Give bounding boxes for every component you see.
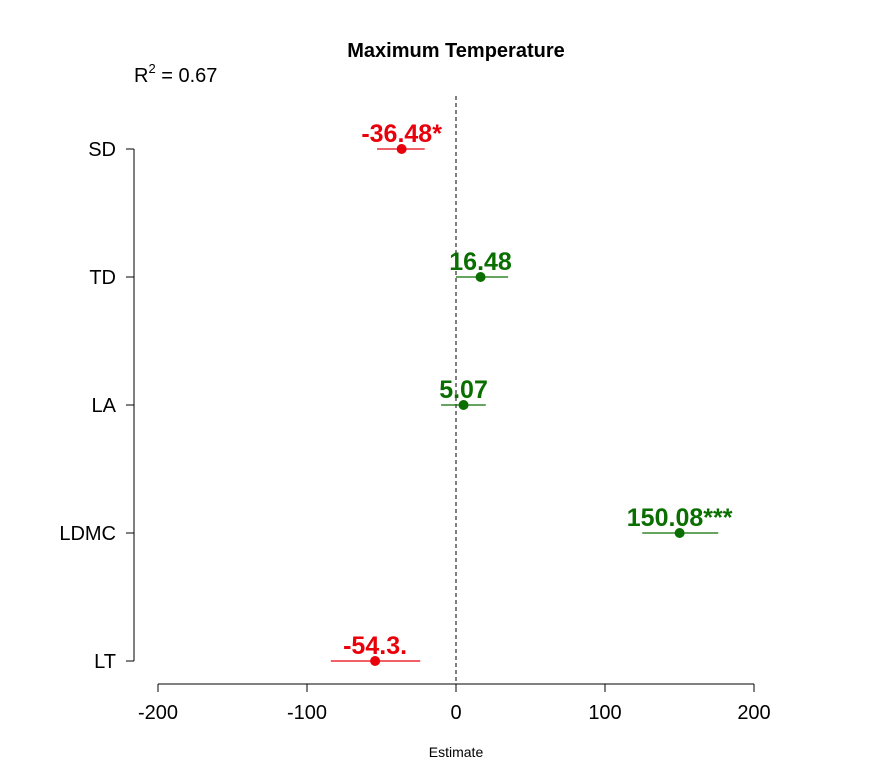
r-squared-superscript: 2 (148, 61, 155, 76)
y-tick-label-la: LA (92, 395, 117, 417)
y-tick-label-td: TD (89, 267, 116, 289)
y-tick-label-lt: LT (94, 651, 116, 673)
plot-area: SD TD LA LDMC LT -200 -100 0 100 200 -36.48* 16.48 5… (59, 96, 771, 724)
x-tick-label: 100 (588, 702, 621, 724)
estimate-label-td: 16.48 (449, 248, 512, 276)
x-tick-label: 200 (737, 702, 770, 724)
r-squared-annotation: R2 = 0.67 (134, 61, 217, 87)
y-tick-label-ldmc: LDMC (59, 523, 116, 545)
x-tick-label: -100 (287, 702, 327, 724)
estimate-label-ldmc: 150.08*** (627, 504, 733, 532)
estimate-label-lt: -54.3. (343, 632, 407, 660)
x-tick-label: -200 (138, 702, 178, 724)
chart-title: Maximum Temperature (347, 40, 564, 62)
estimate-point-td (475, 272, 486, 282)
r-squared-prefix: R (134, 65, 148, 87)
r-squared-value: = 0.67 (156, 65, 218, 87)
estimate-point-sd (396, 144, 407, 154)
estimate-point-la (458, 400, 469, 410)
estimate-point-ldmc (674, 528, 685, 538)
x-axis-title: Estimate (429, 744, 484, 760)
estimate-label-la: 5.07 (439, 376, 488, 404)
estimate-label-sd: -36.48* (361, 120, 442, 148)
x-tick-label: 0 (450, 702, 461, 724)
estimate-point-lt (370, 656, 381, 666)
y-tick-label-sd: SD (88, 139, 116, 161)
